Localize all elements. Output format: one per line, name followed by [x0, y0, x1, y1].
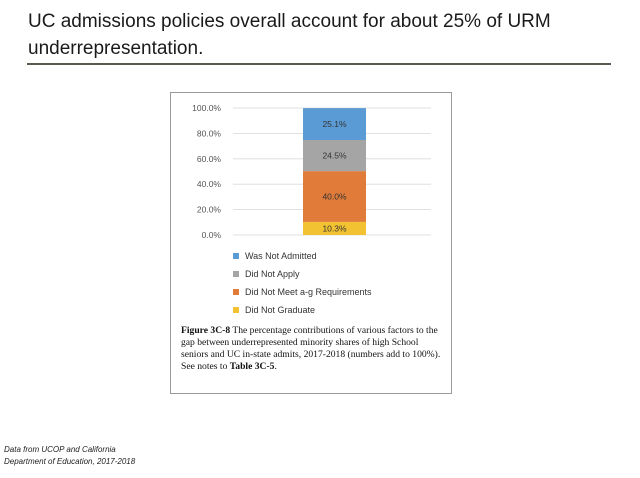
caption-end: . — [274, 361, 277, 372]
stacked-bar-chart: 0.0% 20.0% 40.0% 60.0% 80.0% 100.0% 10.3% 40.0%… — [192, 103, 431, 240]
legend-label: Did Not Graduate — [245, 305, 316, 315]
bar-segment-did-not-apply — [303, 140, 366, 172]
caption-table-ref: Table 3C-5 — [229, 361, 275, 372]
source-note: Data from UCOP and California Department… — [4, 444, 204, 468]
data-label: 24.5% — [322, 151, 347, 161]
legend-item: Was Not Admitted — [233, 247, 372, 265]
legend-swatch — [233, 253, 239, 259]
legend-item: Did Not Apply — [233, 265, 372, 283]
legend-label: Did Not Apply — [245, 269, 300, 279]
legend-item: Did Not Meet a-g Requirements — [233, 283, 372, 301]
figure-panel: 0.0% 20.0% 40.0% 60.0% 80.0% 100.0% 10.3% 40.0%… — [170, 92, 452, 394]
caption-text: The percentage contributions of various … — [181, 325, 441, 372]
legend-label: Did Not Meet a-g Requirements — [245, 287, 372, 297]
source-line-1: Data from UCOP and California — [4, 445, 116, 454]
data-label: 25.1% — [322, 119, 347, 129]
y-tick-label: 40.0% — [197, 179, 222, 189]
slide-title: UC admissions policies overall account f… — [28, 11, 551, 59]
data-label: 10.3% — [322, 223, 347, 233]
legend-label: Was Not Admitted — [245, 251, 317, 261]
data-label: 40.0% — [322, 192, 347, 202]
title-divider — [27, 63, 611, 65]
bar-segment-was-not-admitted — [303, 108, 366, 141]
chart-legend: Was Not Admitted Did Not Apply Did Not Mee… — [233, 247, 372, 319]
bar-segment-did-not-graduate — [303, 221, 366, 235]
y-tick-label: 60.0% — [197, 154, 222, 164]
y-tick-label: 80.0% — [197, 128, 222, 138]
bar-segment-did-not-meet-a-g-requirements — [303, 171, 366, 222]
figure-caption: Figure 3C-8 The percentage contributions… — [181, 325, 443, 373]
legend-item: Did Not Graduate — [233, 301, 372, 319]
source-line-2: Department of Education, 2017-2018 — [4, 457, 136, 466]
caption-label: Figure 3C-8 — [181, 325, 231, 336]
legend-swatch — [233, 307, 239, 313]
legend-swatch — [233, 271, 239, 277]
y-tick-label: 100.0% — [192, 103, 221, 113]
y-tick-label: 0.0% — [202, 230, 222, 240]
y-tick-label: 20.0% — [197, 205, 222, 215]
legend-swatch — [233, 289, 239, 295]
